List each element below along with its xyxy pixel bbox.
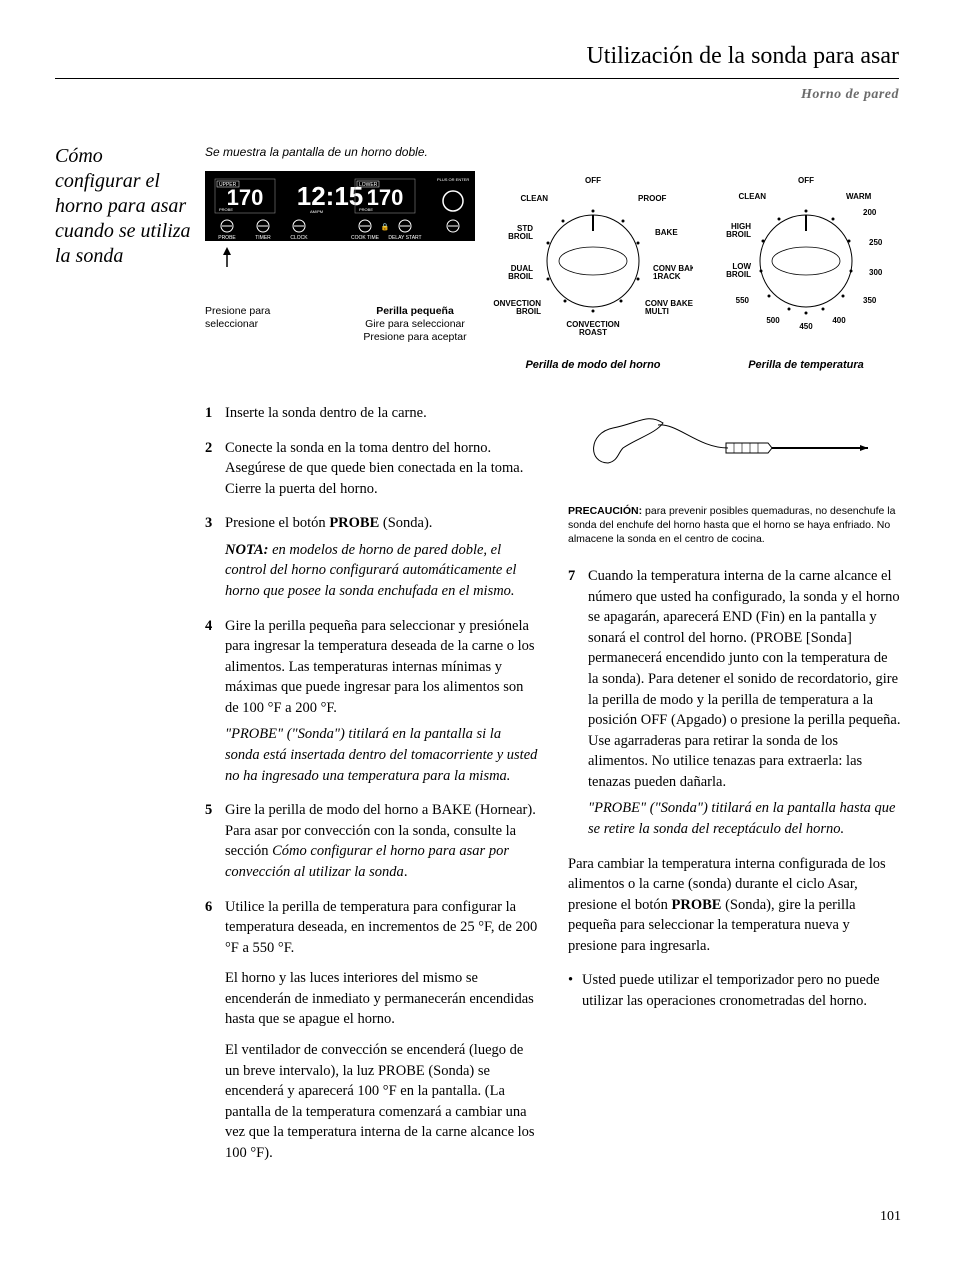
svg-text:CLEAN: CLEAN	[520, 194, 548, 203]
svg-text:CLEAN: CLEAN	[738, 192, 766, 201]
page-header: Utilización de la sonda para asar Horno …	[55, 40, 899, 104]
content-area: Se muestra la pantalla de un horno doble…	[205, 144, 901, 1227]
step-6: Utilice la perilla de temperatura para c…	[205, 897, 538, 1164]
display-panel-svg: UPPER 170 PROBE 12:15 AM/PM LOWER 170 PR…	[205, 171, 475, 301]
svg-text:CONV BAKEMULTI: CONV BAKEMULTI	[645, 299, 693, 316]
svg-text:PROBE: PROBE	[219, 207, 233, 212]
svg-text:250: 250	[869, 238, 883, 247]
step-7: Cuando la temperatura interna de la carn…	[568, 566, 901, 840]
svg-text:STDBROIL: STDBROIL	[508, 224, 533, 241]
svg-text:🔒: 🔒	[381, 223, 390, 231]
step-4: Gire la perilla pequeña para seleccionar…	[205, 616, 538, 787]
svg-text:DUALBROIL: DUALBROIL	[508, 264, 533, 281]
svg-text:PROOF: PROOF	[638, 194, 667, 203]
svg-text:COOK TIME: COOK TIME	[351, 235, 380, 241]
svg-text:CONV BAKE1RACK: CONV BAKE1RACK	[653, 264, 693, 281]
svg-text:CONVECTIONBROIL: CONVECTIONBROIL	[493, 299, 541, 316]
svg-text:CONVECTIONROAST: CONVECTIONROAST	[566, 320, 620, 337]
step-1: Inserte la sonda dentro de la carne.	[205, 403, 538, 424]
figure-top-caption: Se muestra la pantalla de un horno doble…	[205, 144, 901, 161]
header-rule	[55, 78, 899, 79]
svg-text:550: 550	[736, 296, 750, 305]
temp-knob-figure: OFF CLEAN WARM HIGHBROIL LOWBROIL 550 50…	[711, 171, 901, 373]
small-knob-label: Perilla pequeña	[355, 305, 475, 318]
probe-illustration	[568, 403, 901, 490]
svg-text:12:15: 12:15	[297, 181, 364, 211]
timer-note-bullet: • Usted puede utilizar el temporizador p…	[568, 970, 901, 1011]
mode-knob-figure: OFF CLEAN PROOF STDBROIL BAKE DUALBROIL …	[493, 171, 693, 373]
svg-text:DELAY START: DELAY START	[388, 235, 421, 241]
figure-row: UPPER 170 PROBE 12:15 AM/PM LOWER 170 PR…	[205, 171, 901, 373]
step-5: Gire la perilla de modo del horno a BAKE…	[205, 800, 538, 882]
bullet-text: Usted puede utilizar el temporizador per…	[582, 970, 901, 1011]
svg-text:OFF: OFF	[585, 176, 601, 185]
svg-text:500: 500	[766, 316, 780, 325]
mode-knob-svg: OFF CLEAN PROOF STDBROIL BAKE DUALBROIL …	[493, 171, 693, 341]
steps-list-right: Cuando la temperatura interna de la carn…	[568, 566, 901, 840]
svg-text:WARM: WARM	[846, 192, 872, 201]
probe-svg	[568, 403, 878, 483]
sidebar: Cómo configurar el horno para asar cuand…	[55, 144, 205, 1227]
page-title: Utilización de la sonda para asar	[55, 40, 899, 74]
main-layout: Cómo configurar el horno para asar cuand…	[55, 144, 899, 1227]
svg-text:PROBE: PROBE	[359, 207, 373, 212]
svg-text:PROBE: PROBE	[218, 235, 236, 241]
bullet-dot: •	[568, 970, 582, 1011]
steps-list-left: Inserte la sonda dentro de la carne. Con…	[205, 403, 538, 1164]
step-2: Conecte la sonda en la toma dentro del h…	[205, 438, 538, 500]
svg-text:AM/PM: AM/PM	[310, 209, 323, 214]
press-to-select-label: Presione para seleccionar	[205, 305, 295, 344]
temp-knob-caption: Perilla de temperatura	[711, 358, 901, 373]
svg-text:CLOCK: CLOCK	[290, 235, 308, 241]
left-column: Inserte la sonda dentro de la carne. Con…	[205, 403, 538, 1178]
change-temp-paragraph: Para cambiar la temperatura interna conf…	[568, 854, 901, 957]
svg-text:350: 350	[863, 296, 877, 305]
display-panel-figure: UPPER 170 PROBE 12:15 AM/PM LOWER 170 PR…	[205, 171, 475, 344]
svg-text:400: 400	[832, 316, 846, 325]
svg-text:OFF: OFF	[798, 176, 814, 185]
caution-note: PRECAUCIÓN: para prevenir posibles quema…	[568, 504, 901, 547]
svg-text:BAKE: BAKE	[655, 228, 678, 237]
svg-text:300: 300	[869, 268, 883, 277]
svg-text:HIGHBROIL: HIGHBROIL	[726, 222, 751, 239]
page-subtitle: Horno de pared	[55, 85, 899, 105]
section-heading: Cómo configurar el horno para asar cuand…	[55, 144, 193, 269]
body-columns: Inserte la sonda dentro de la carne. Con…	[205, 403, 901, 1178]
step-3: Presione el botón PROBE (Sonda). NOTA: e…	[205, 513, 538, 601]
small-knob-sublabel: Gire para seleccionar Presione para acep…	[355, 318, 475, 344]
mode-knob-caption: Perilla de modo del horno	[493, 358, 693, 373]
svg-text:450: 450	[799, 322, 813, 331]
svg-text:LOWBROIL: LOWBROIL	[726, 262, 751, 279]
right-column: PRECAUCIÓN: para prevenir posibles quema…	[568, 403, 901, 1178]
svg-text:TIMER: TIMER	[255, 235, 271, 241]
svg-text:PLUS OR ENTER: PLUS OR ENTER	[437, 177, 469, 182]
svg-text:200: 200	[863, 208, 877, 217]
page-number: 101	[205, 1207, 901, 1227]
temp-knob-svg: OFF CLEAN WARM HIGHBROIL LOWBROIL 550 50…	[711, 171, 901, 341]
